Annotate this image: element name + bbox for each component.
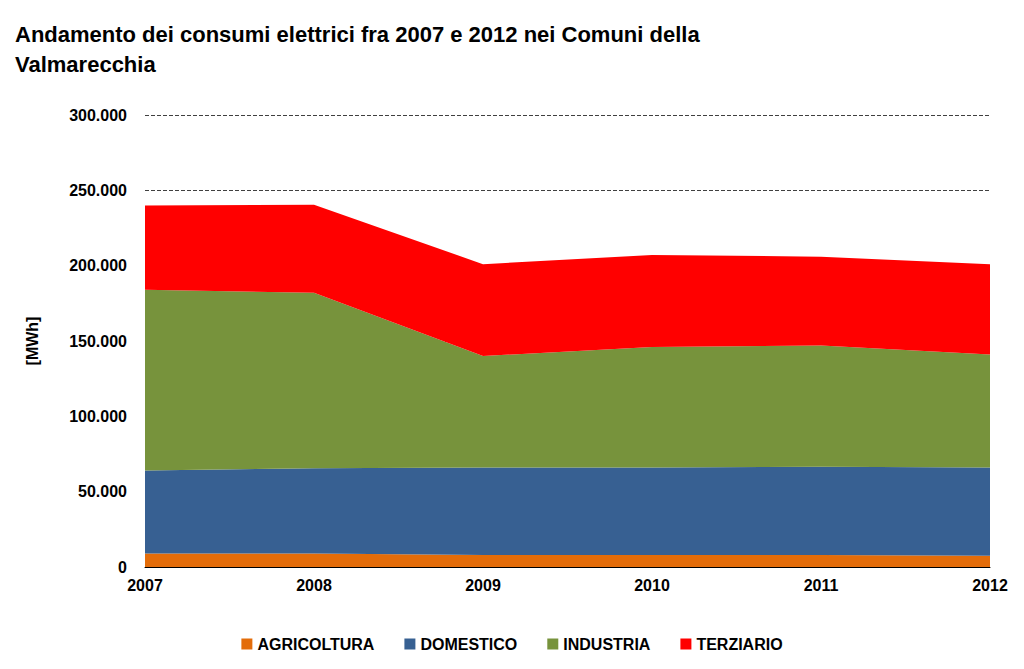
svg-text:250.000: 250.000 <box>69 182 127 199</box>
svg-text:2007: 2007 <box>127 577 163 594</box>
svg-text:AGRICOLTURA: AGRICOLTURA <box>257 636 374 653</box>
svg-text:50.000: 50.000 <box>78 483 127 500</box>
svg-text:300.000: 300.000 <box>69 107 127 124</box>
svg-text:0: 0 <box>118 559 127 576</box>
svg-text:100.000: 100.000 <box>69 408 127 425</box>
svg-text:2008: 2008 <box>296 577 332 594</box>
svg-text:Valmarecchia: Valmarecchia <box>15 52 156 77</box>
svg-text:TERZIARIO: TERZIARIO <box>696 636 782 653</box>
svg-text:200.000: 200.000 <box>69 257 127 274</box>
svg-text:2009: 2009 <box>465 577 501 594</box>
svg-text:[MWh]: [MWh] <box>24 317 41 366</box>
svg-text:2011: 2011 <box>804 577 839 594</box>
svg-text:DOMESTICO: DOMESTICO <box>420 636 517 653</box>
svg-text:Andamento dei consumi elettric: Andamento dei consumi elettrici fra 2007… <box>15 22 706 47</box>
svg-text:150.000: 150.000 <box>69 333 127 350</box>
svg-text:2010: 2010 <box>634 577 670 594</box>
svg-text:2012: 2012 <box>972 577 1008 594</box>
svg-text:INDUSTRIA: INDUSTRIA <box>563 636 651 653</box>
